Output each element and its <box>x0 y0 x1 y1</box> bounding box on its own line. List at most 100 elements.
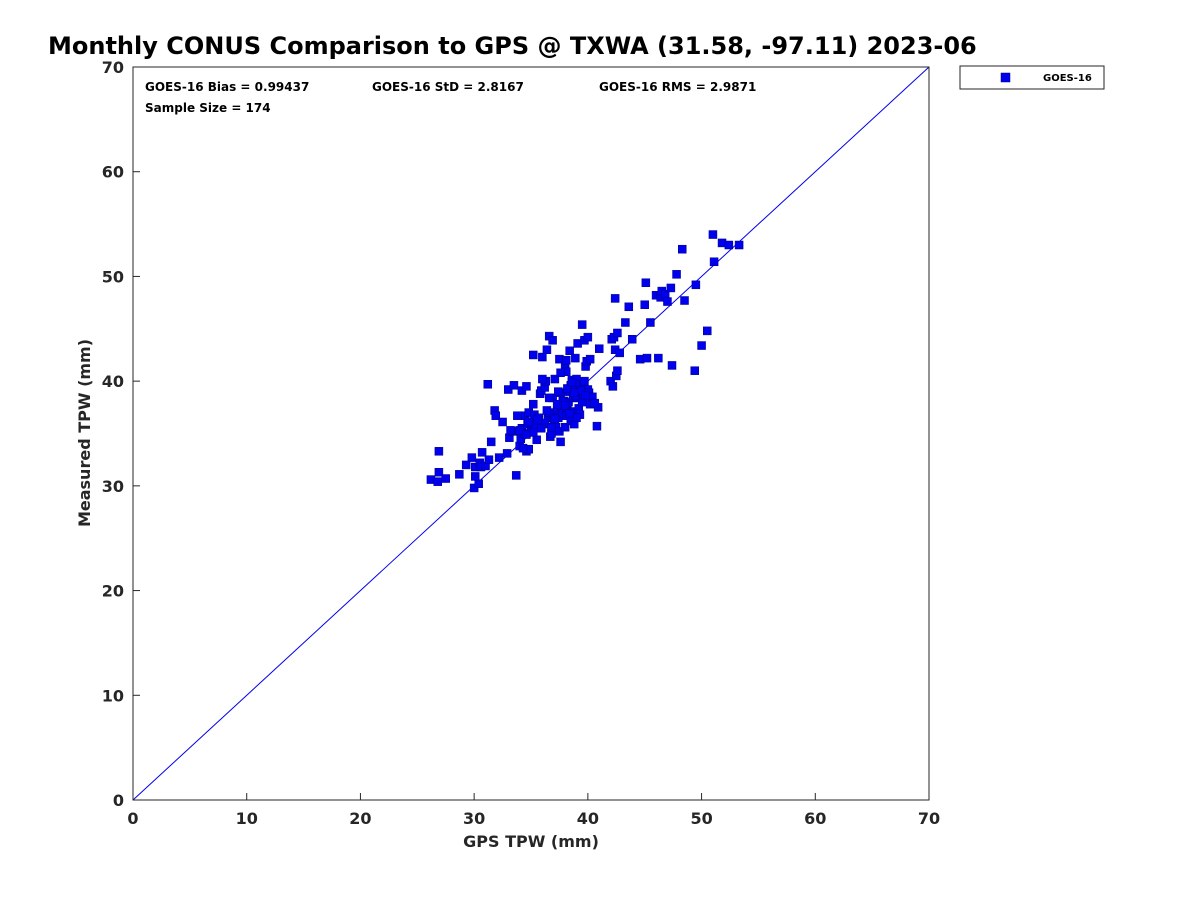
y-tick-label: 30 <box>102 477 124 496</box>
data-point <box>641 278 651 287</box>
legend-label-goes-16: GOES-16 <box>1043 73 1092 84</box>
data-point <box>654 353 663 363</box>
y-axis-label: Measured TPW (mm) <box>75 339 94 527</box>
data-point <box>581 391 590 401</box>
data-point <box>627 335 637 344</box>
data-point <box>529 350 538 360</box>
data-point <box>550 414 560 424</box>
data-point <box>434 447 444 456</box>
data-point <box>542 406 552 415</box>
data-point <box>513 411 522 420</box>
data-point <box>592 421 602 431</box>
data-point <box>532 435 541 445</box>
x-tick-label: 60 <box>804 809 826 828</box>
y-tick-label: 0 <box>113 791 124 810</box>
data-point <box>529 428 538 437</box>
data-point <box>708 230 718 239</box>
x-tick-label: 0 <box>127 809 138 828</box>
data-point <box>494 453 504 462</box>
data-point <box>703 326 712 336</box>
stat-rms: GOES-16 RMS = 2.9871 <box>599 80 756 94</box>
data-point <box>734 240 744 250</box>
data-point <box>567 377 577 387</box>
data-point <box>680 296 689 305</box>
data-point <box>709 257 719 267</box>
data-point <box>522 382 531 391</box>
data-point <box>542 345 552 354</box>
x-tick-label: 30 <box>463 809 485 828</box>
data-point <box>571 353 580 363</box>
data-point <box>511 471 521 480</box>
data-point <box>556 368 565 378</box>
data-point <box>506 426 515 435</box>
x-tick-label: 40 <box>577 809 599 828</box>
data-point <box>594 344 604 353</box>
data-point <box>690 366 699 375</box>
chart-title: Monthly CONUS Comparison to GPS @ TXWA (… <box>48 32 977 60</box>
data-point <box>524 417 533 427</box>
data-point <box>518 443 528 453</box>
data-point <box>474 479 483 489</box>
data-point <box>577 320 587 329</box>
data-point <box>562 355 571 365</box>
data-point <box>461 460 471 470</box>
stat-bias: GOES-16 Bias = 0.99437 <box>145 80 309 94</box>
data-point <box>434 467 444 477</box>
data-point <box>580 376 589 386</box>
data-point <box>615 348 624 358</box>
data-point <box>613 328 622 338</box>
y-tick-label: 60 <box>102 163 124 182</box>
stat-std: GOES-16 StD = 2.8167 <box>372 80 524 94</box>
data-point <box>471 472 480 481</box>
data-point <box>483 380 493 389</box>
data-point <box>533 415 543 425</box>
data-point <box>552 399 562 409</box>
data-point <box>467 453 477 462</box>
y-tick-label: 40 <box>102 372 124 391</box>
data-point <box>646 318 655 327</box>
data-point <box>667 361 677 370</box>
data-point <box>640 300 649 309</box>
data-point <box>565 346 574 356</box>
legend: GOES-16 <box>959 65 1105 90</box>
legend-box <box>959 65 1105 90</box>
x-axis-ticks: 0 10 20 30 40 50 60 70 <box>127 793 940 828</box>
data-point <box>697 341 706 350</box>
y-tick-label: 70 <box>102 58 124 77</box>
y-tick-label: 10 <box>102 686 124 705</box>
data-point <box>502 449 512 458</box>
data-point <box>666 283 676 293</box>
data-point <box>691 280 701 290</box>
stat-sample-size: Sample Size = 174 <box>145 101 271 115</box>
data-point <box>585 354 595 364</box>
data-point <box>433 477 443 486</box>
data-point <box>672 270 681 279</box>
data-point <box>624 302 634 312</box>
x-tick-label: 20 <box>349 809 371 828</box>
data-point <box>565 409 574 418</box>
data-point <box>642 353 652 363</box>
data-point <box>621 318 630 327</box>
data-point <box>613 366 622 375</box>
data-point <box>529 399 538 409</box>
x-tick-label: 70 <box>918 809 940 828</box>
data-point <box>550 374 560 384</box>
plot-frame <box>132 66 930 801</box>
x-tick-label: 50 <box>690 809 712 828</box>
data-point <box>509 381 519 390</box>
y-tick-label: 50 <box>102 267 124 286</box>
data-point <box>544 393 554 403</box>
data-point <box>610 294 620 303</box>
data-point <box>663 297 672 306</box>
data-point <box>560 422 570 432</box>
data-point <box>486 437 496 447</box>
data-point <box>538 352 547 362</box>
y-tick-label: 20 <box>102 582 124 601</box>
data-point <box>547 422 556 432</box>
data-point <box>677 244 687 254</box>
data-point <box>477 448 487 457</box>
data-point <box>491 411 500 420</box>
data-point <box>590 398 599 408</box>
x-tick-label: 10 <box>236 809 258 828</box>
